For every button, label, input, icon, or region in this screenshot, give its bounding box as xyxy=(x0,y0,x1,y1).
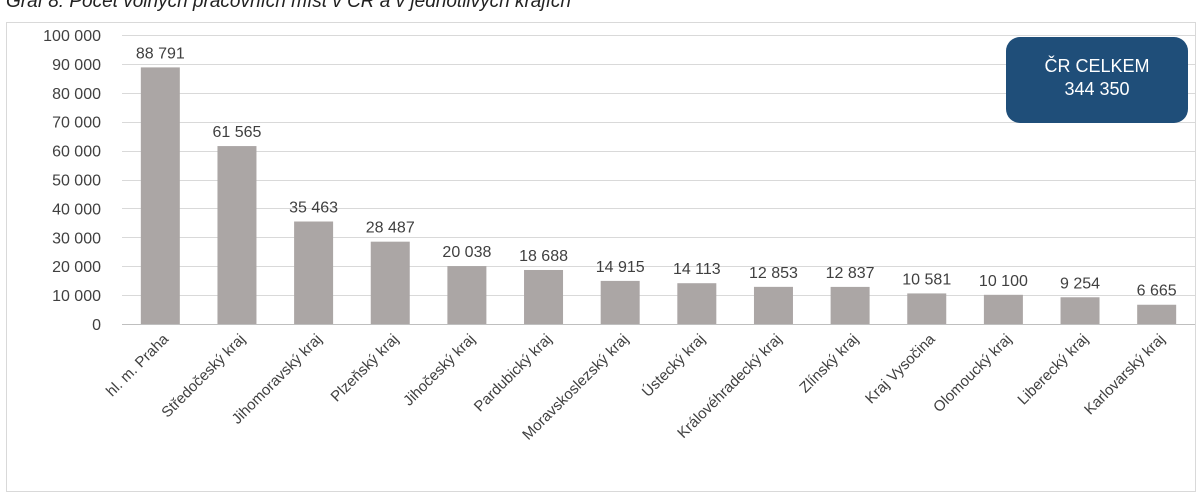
y-tick-label: 0 xyxy=(92,317,101,334)
bar xyxy=(600,280,640,324)
plot-frame xyxy=(6,22,1196,492)
y-tick-label: 60 000 xyxy=(52,144,101,161)
category-label: hl. m. Praha xyxy=(103,330,173,400)
category-label: Karlovarský kraj xyxy=(1081,331,1168,418)
data-label: 28 487 xyxy=(366,220,415,237)
category-label: Ústecký kraj xyxy=(639,331,709,401)
bar xyxy=(907,293,947,324)
total-label: ČR CELKEM xyxy=(1044,56,1150,76)
bar xyxy=(140,67,180,324)
bar xyxy=(370,241,410,324)
total-value: 344 350 xyxy=(1064,79,1130,99)
data-label: 35 463 xyxy=(289,200,338,217)
data-label: 61 565 xyxy=(212,124,261,141)
category-label: Kraj Vysočina xyxy=(862,330,939,407)
data-label: 20 038 xyxy=(442,244,491,261)
bar xyxy=(1060,297,1100,324)
data-label: 6 665 xyxy=(1137,283,1177,300)
y-axis-ticks: 0 10 000 20 000 30 000 40 000 50 000 60 000 70 … xyxy=(43,28,101,334)
bar xyxy=(753,286,793,324)
data-label: 10 100 xyxy=(979,273,1028,290)
data-label: 9 254 xyxy=(1060,275,1100,292)
y-tick-label: 40 000 xyxy=(52,201,101,218)
y-tick-label: 30 000 xyxy=(52,230,101,247)
category-label: Zlínský kraj xyxy=(796,331,862,397)
category-label: Liberecký kraj xyxy=(1014,331,1091,408)
data-label: 12 837 xyxy=(826,265,875,282)
bar xyxy=(1137,304,1177,324)
data-label: 14 113 xyxy=(673,261,721,278)
y-tick-label: 10 000 xyxy=(52,288,101,305)
bar xyxy=(217,146,257,324)
y-tick-label: 80 000 xyxy=(52,86,101,103)
bar xyxy=(830,286,870,324)
category-label: Pardubický kraj xyxy=(471,331,556,416)
data-label: 14 915 xyxy=(596,259,645,276)
category-label: Olomoucký kraj xyxy=(930,331,1015,416)
y-tick-label: 90 000 xyxy=(52,57,101,74)
value-labels: 88 791 61 565 35 463 28 487 20 038 18 688 14 9… xyxy=(136,45,1177,299)
data-label: 12 853 xyxy=(749,265,798,282)
bar xyxy=(677,283,717,324)
bar xyxy=(983,294,1023,324)
y-tick-label: 20 000 xyxy=(52,259,101,276)
bar xyxy=(524,269,564,324)
bars xyxy=(140,67,1177,324)
category-label: Plzeňský kraj xyxy=(328,331,403,406)
bar xyxy=(447,266,487,324)
category-label: Jihočeský kraj xyxy=(400,331,479,410)
bar xyxy=(294,221,334,324)
total-summary-box: ČR CELKEM 344 350 xyxy=(1006,37,1188,123)
chart-title: Graf 8: Počet volných pracovních míst v … xyxy=(6,0,571,12)
y-tick-label: 50 000 xyxy=(52,173,101,190)
y-tick-label: 100 000 xyxy=(43,28,101,45)
data-label: 10 581 xyxy=(902,271,951,288)
data-label: 18 688 xyxy=(519,248,568,265)
y-tick-label: 70 000 xyxy=(52,115,101,132)
data-label: 88 791 xyxy=(136,45,185,62)
